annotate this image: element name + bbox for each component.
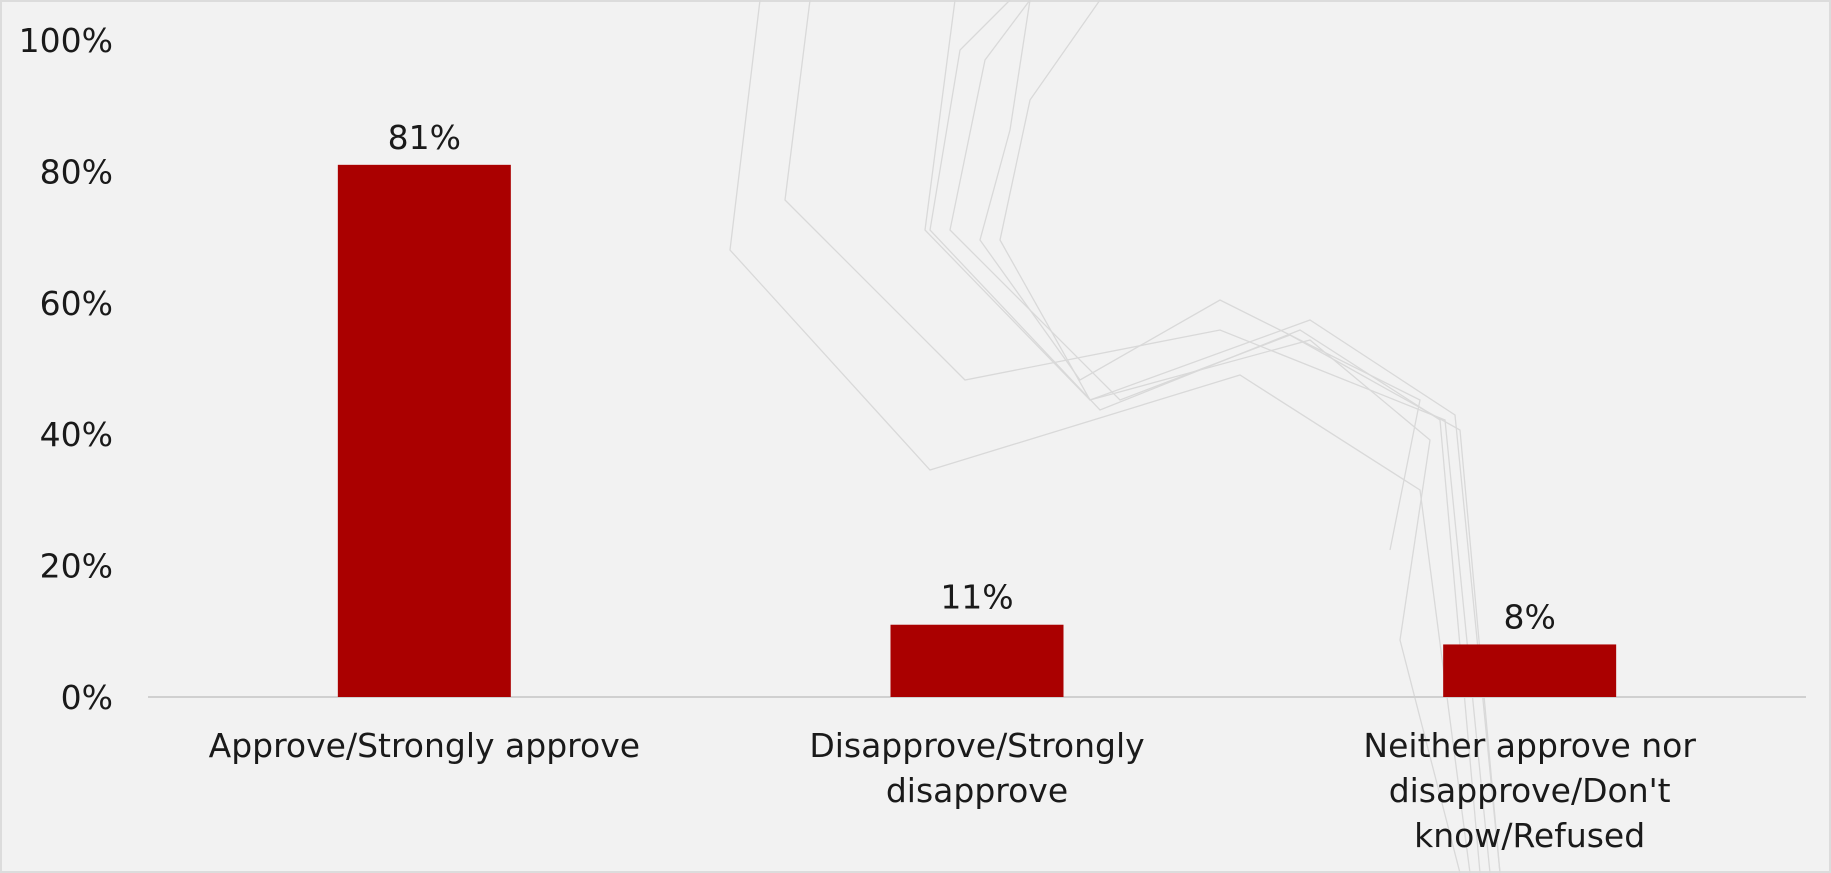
- x-category-label-line: Approve/Strongly approve: [209, 726, 640, 765]
- y-tick-label: 100%: [19, 21, 113, 60]
- bar: [1443, 644, 1617, 697]
- y-tick-label: 0%: [61, 678, 113, 717]
- x-category-label-line: Disapprove/Strongly: [809, 726, 1144, 765]
- x-category-label-line: disapprove/Don't: [1389, 771, 1671, 810]
- x-category-label-line: know/Refused: [1414, 816, 1645, 855]
- bar: [337, 164, 511, 697]
- x-category-label-line: disapprove: [886, 771, 1068, 810]
- y-tick-label: 20%: [40, 547, 113, 586]
- bar-data-label: 81%: [388, 118, 461, 157]
- bar-data-label: 11%: [940, 578, 1013, 617]
- bar: [890, 624, 1064, 697]
- y-tick-label: 60%: [40, 284, 113, 323]
- y-axis: 0% 20% 40% 60% 80% 100%: [19, 21, 113, 717]
- background-decoration: [729, 0, 1501, 873]
- bars: [337, 164, 1617, 697]
- bar-data-label: 8%: [1503, 597, 1555, 636]
- x-category-label-line: Neither approve nor: [1363, 726, 1696, 765]
- x-category-label: Approve/Strongly approve: [209, 726, 640, 765]
- x-axis-category-labels: Approve/Strongly approve Disapprove/Stron…: [209, 726, 1697, 855]
- x-category-label: Neither approve nor disapprove/Don't know/…: [1363, 726, 1696, 855]
- y-tick-label: 80%: [40, 152, 113, 191]
- data-labels: 81% 11% 8%: [388, 118, 1556, 637]
- y-tick-label: 40%: [40, 415, 113, 454]
- x-category-label: Disapprove/Strongly disapprove: [809, 726, 1144, 810]
